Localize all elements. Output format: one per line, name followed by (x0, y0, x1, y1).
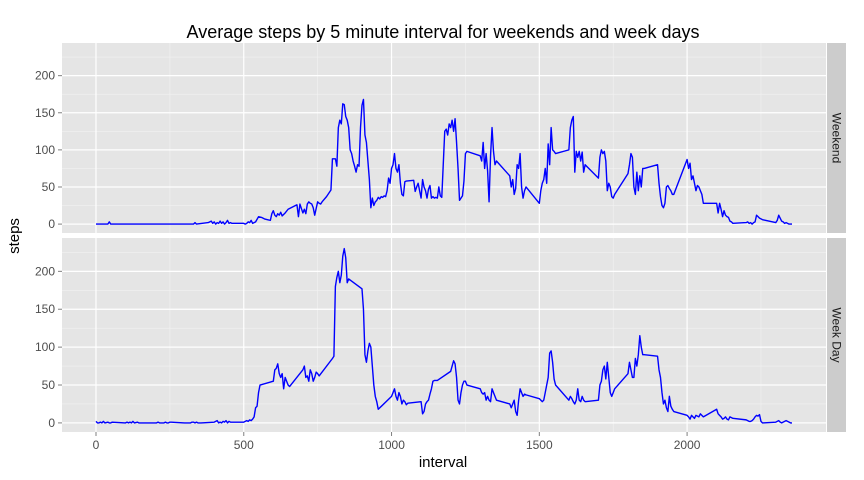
y-tick-label: 100 (35, 340, 55, 354)
panel-1: 0 50 100 150 200 Week Day (35, 238, 846, 432)
panel-0: 0 50 100 150 200 Weekend (35, 43, 846, 233)
y-tick-label: 150 (35, 302, 55, 316)
strip-background (827, 43, 846, 233)
series-line-weekend (95, 98, 793, 225)
y-tick-label: 50 (42, 378, 56, 392)
y-tick-label: 150 (35, 106, 55, 120)
strip-background (827, 238, 846, 432)
y-tick-label: 0 (48, 416, 55, 430)
chart-title: Average steps by 5 minute interval for w… (187, 22, 700, 42)
y-tick-label: 200 (35, 69, 55, 83)
panels: 0 50 100 150 200 Weekend 0 50 100 150 200 Week Day (35, 43, 846, 432)
x-tick-label: 500 (234, 438, 254, 452)
y-tick-label: 100 (35, 143, 55, 157)
x-tick-label: 0 (93, 438, 100, 452)
y-tick-label: 200 (35, 264, 55, 278)
x-axis: 0 500 1000 1500 2000 (93, 432, 701, 452)
y-tick-label: 50 (42, 180, 56, 194)
series-line-week-day (95, 247, 793, 424)
strip-label: Week Day (830, 307, 844, 362)
y-tick-label: 0 (48, 217, 55, 231)
x-tick-label: 1500 (526, 438, 553, 452)
y-axis-label: steps (6, 218, 23, 254)
x-axis-label: interval (419, 454, 467, 471)
strip-label: Weekend (830, 113, 844, 163)
x-tick-label: 1000 (378, 438, 405, 452)
panel-background (62, 238, 826, 432)
x-tick-label: 2000 (674, 438, 701, 452)
